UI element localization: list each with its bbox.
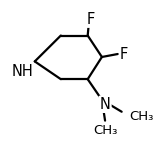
Text: CH₃: CH₃ [93,124,117,137]
Text: N: N [100,97,110,112]
Text: CH₃: CH₃ [129,110,153,123]
Text: F: F [120,46,128,62]
Text: F: F [87,12,95,27]
Text: NH: NH [11,63,33,79]
